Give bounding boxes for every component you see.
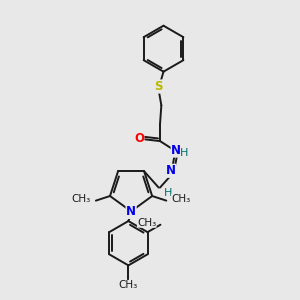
- Text: N: N: [171, 144, 181, 157]
- Text: CH₃: CH₃: [137, 218, 156, 227]
- Text: S: S: [154, 80, 163, 93]
- Text: CH₃: CH₃: [119, 280, 138, 290]
- Text: H: H: [180, 148, 188, 158]
- Text: O: O: [134, 132, 144, 146]
- Text: CH₃: CH₃: [72, 194, 91, 204]
- Text: CH₃: CH₃: [171, 194, 190, 204]
- Text: N: N: [166, 164, 176, 177]
- Text: N: N: [126, 206, 136, 218]
- Text: H: H: [164, 188, 172, 198]
